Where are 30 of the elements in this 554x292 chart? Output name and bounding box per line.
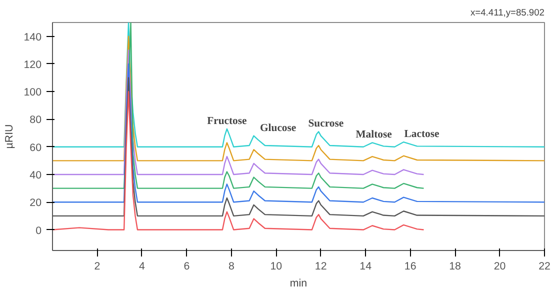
x-tick-label: 22 — [538, 260, 550, 272]
line-series — [52, 63, 544, 203]
y-tick-label: 0 — [36, 224, 42, 237]
y-tick-label: 40 — [30, 170, 42, 182]
annotation: Maltose — [356, 130, 392, 141]
annotation: Lactose — [404, 129, 440, 140]
x-tick-label: 4 — [138, 260, 145, 272]
y-axis-title: µRIU — [4, 124, 16, 149]
y-tick-label: 20 — [30, 197, 42, 210]
y-tick-label: 120 — [24, 58, 42, 71]
y-tick-label: 140 — [24, 31, 42, 44]
x-tick-label: 14 — [360, 260, 372, 272]
line-series — [52, 36, 544, 162]
x-axis-title: min — [290, 278, 308, 290]
annotation: Sucrose — [308, 118, 344, 130]
y-tick-label: 60 — [30, 142, 42, 154]
x-tick-label: 12 — [314, 260, 327, 272]
x-tick-label: 2 — [94, 260, 100, 272]
x-tick-label: 10 — [270, 260, 282, 272]
x-tick-label: 16 — [404, 260, 416, 272]
x-tick-label: 8 — [228, 260, 234, 272]
line-series — [52, 22, 544, 148]
annotation: Fructose — [207, 116, 248, 127]
text: x=4.411,y=85.902 — [470, 8, 545, 18]
x-tick-label: 18 — [449, 260, 462, 272]
y-tick-label: 80 — [30, 114, 42, 126]
annotation: Glucose — [260, 122, 296, 134]
y-tick-label: 100 — [24, 86, 42, 99]
x-tick-label: 6 — [184, 260, 190, 272]
x-tick-label: 20 — [494, 260, 506, 272]
